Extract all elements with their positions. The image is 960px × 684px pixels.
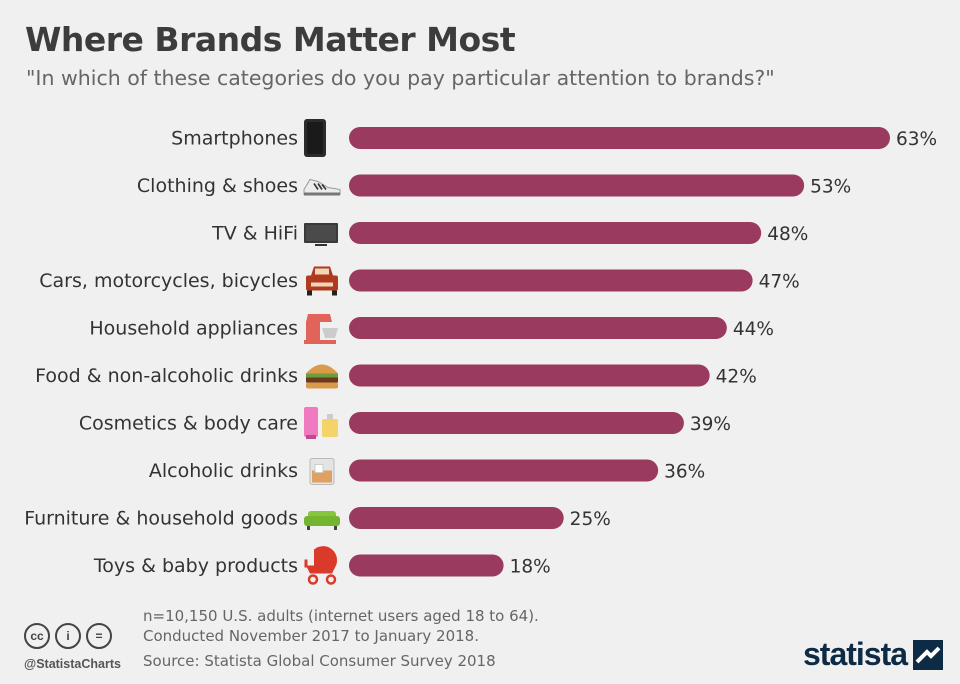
category-label: Alcoholic drinks [149,460,298,482]
smartphone-icon [304,119,326,157]
bar [349,507,564,529]
footnote: n=10,150 U.S. adults (internet users age… [143,606,539,646]
chart-subtitle: "In which of these categories do you pay… [26,66,775,90]
bar [349,127,890,149]
bar [349,554,504,577]
twitter-handle: @StatistaCharts [24,657,121,671]
bar [349,459,659,482]
cosmetics-icon [304,407,338,439]
no-derivatives-icon: = [86,623,112,649]
car-icon [306,266,338,296]
value-label: 18% [510,557,551,578]
category-label: Smartphones [171,128,298,150]
bar [349,222,762,244]
category-label: Furniture & household goods [24,508,298,530]
category-label: Household appliances [89,318,298,340]
value-label: 42% [716,367,757,388]
category-label: Food & non-alcoholic drinks [35,365,298,387]
category-label: Cosmetics & body care [79,413,298,435]
category-label: Toys & baby products [93,555,298,577]
bar [349,269,753,292]
statista-logo[interactable]: statista [803,636,944,673]
value-label: 36% [664,462,705,483]
category-label: TV & HiFi [211,223,298,245]
footnote-sample: n=10,150 U.S. adults (internet users age… [143,607,539,625]
value-label: 63% [896,129,937,150]
bar [349,412,684,434]
bar [349,317,727,339]
bar [349,364,710,387]
statista-logo-icon [913,639,944,670]
category-label: Cars, motorcycles, bicycles [39,270,298,292]
creative-commons-icon: cc [24,623,50,649]
footnote-period: Conducted November 2017 to January 2018. [143,627,479,645]
sneaker-icon [303,178,341,196]
value-label: 39% [690,414,731,435]
value-label: 53% [810,177,851,198]
category-label: Clothing & shoes [137,175,298,197]
whisky-glass-icon [309,458,335,485]
bar [349,174,805,197]
value-label: 47% [759,272,800,293]
value-label: 48% [767,224,808,245]
burger-icon [306,364,338,389]
sofa-icon [304,511,340,530]
chart-title: Where Brands Matter Most [25,20,516,59]
value-label: 44% [733,319,774,340]
tv-icon [304,223,338,246]
brand-wordmark: statista [803,636,908,672]
license-icons: cc i = [24,623,112,649]
attribution-icon: i [55,623,81,649]
stand-mixer-icon [304,314,338,344]
value-label: 25% [570,509,611,530]
stroller-icon [304,546,338,585]
source-note: Source: Statista Global Consumer Survey … [143,652,496,670]
bar-chart: Smartphones 63% Clothing & shoes 53% TV & Hi… [24,119,937,585]
